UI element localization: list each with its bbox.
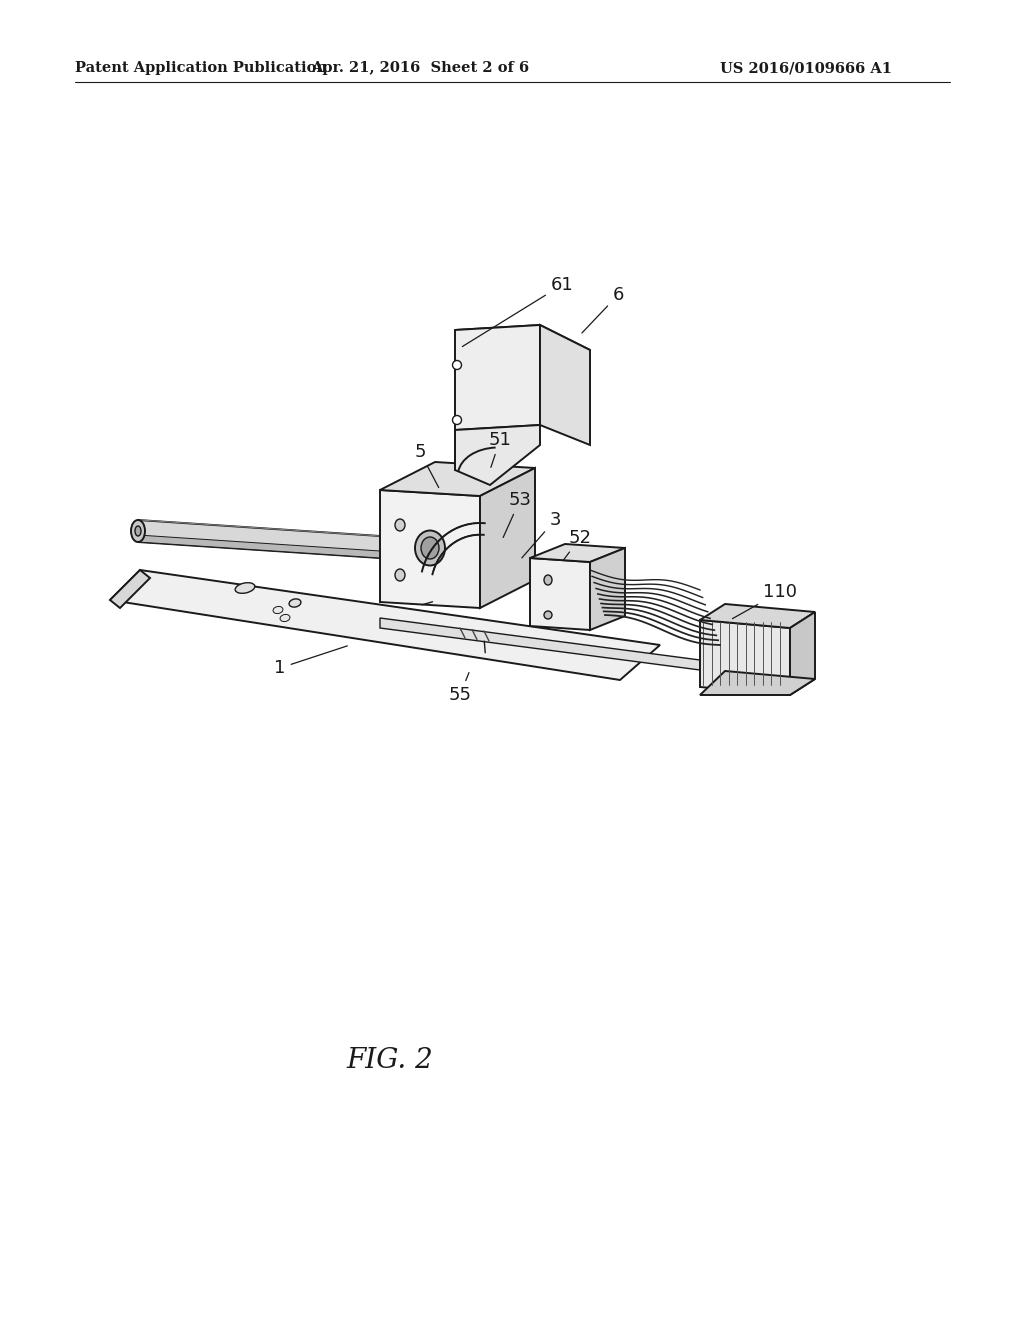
Text: US 2016/0109666 A1: US 2016/0109666 A1 [720, 61, 892, 75]
Ellipse shape [395, 519, 406, 531]
Polygon shape [590, 548, 625, 630]
Polygon shape [110, 570, 660, 680]
Text: 110: 110 [732, 583, 797, 619]
Ellipse shape [280, 614, 290, 622]
Polygon shape [530, 558, 590, 630]
Ellipse shape [135, 525, 141, 536]
Polygon shape [455, 425, 540, 484]
Text: FIG. 2: FIG. 2 [347, 1047, 433, 1073]
Polygon shape [110, 570, 150, 609]
Polygon shape [380, 618, 700, 671]
Polygon shape [700, 671, 815, 696]
Polygon shape [700, 620, 790, 696]
Text: 52: 52 [563, 529, 592, 560]
Text: 61: 61 [463, 276, 573, 347]
Text: Patent Application Publication: Patent Application Publication [75, 61, 327, 75]
Polygon shape [455, 325, 540, 430]
Ellipse shape [544, 576, 552, 585]
Polygon shape [530, 544, 625, 562]
Polygon shape [480, 469, 535, 609]
Ellipse shape [453, 360, 462, 370]
Text: 5: 5 [415, 444, 438, 487]
Text: 1: 1 [274, 645, 347, 677]
Text: Apr. 21, 2016  Sheet 2 of 6: Apr. 21, 2016 Sheet 2 of 6 [311, 61, 529, 75]
Text: 51: 51 [488, 432, 511, 467]
Ellipse shape [421, 537, 439, 558]
Polygon shape [700, 605, 815, 628]
Ellipse shape [544, 611, 552, 619]
Polygon shape [138, 535, 380, 558]
Text: 6: 6 [582, 286, 624, 333]
Polygon shape [380, 490, 480, 609]
Polygon shape [790, 612, 815, 696]
Text: 3: 3 [522, 511, 561, 558]
Text: 55: 55 [449, 673, 471, 704]
Ellipse shape [289, 599, 301, 607]
Text: 53: 53 [503, 491, 531, 537]
Ellipse shape [395, 569, 406, 581]
Ellipse shape [273, 606, 283, 614]
Polygon shape [540, 325, 590, 445]
Ellipse shape [415, 531, 445, 565]
Polygon shape [138, 520, 380, 558]
Ellipse shape [453, 416, 462, 425]
Polygon shape [380, 462, 535, 496]
Polygon shape [455, 325, 590, 355]
Ellipse shape [131, 520, 145, 543]
Ellipse shape [236, 582, 255, 593]
